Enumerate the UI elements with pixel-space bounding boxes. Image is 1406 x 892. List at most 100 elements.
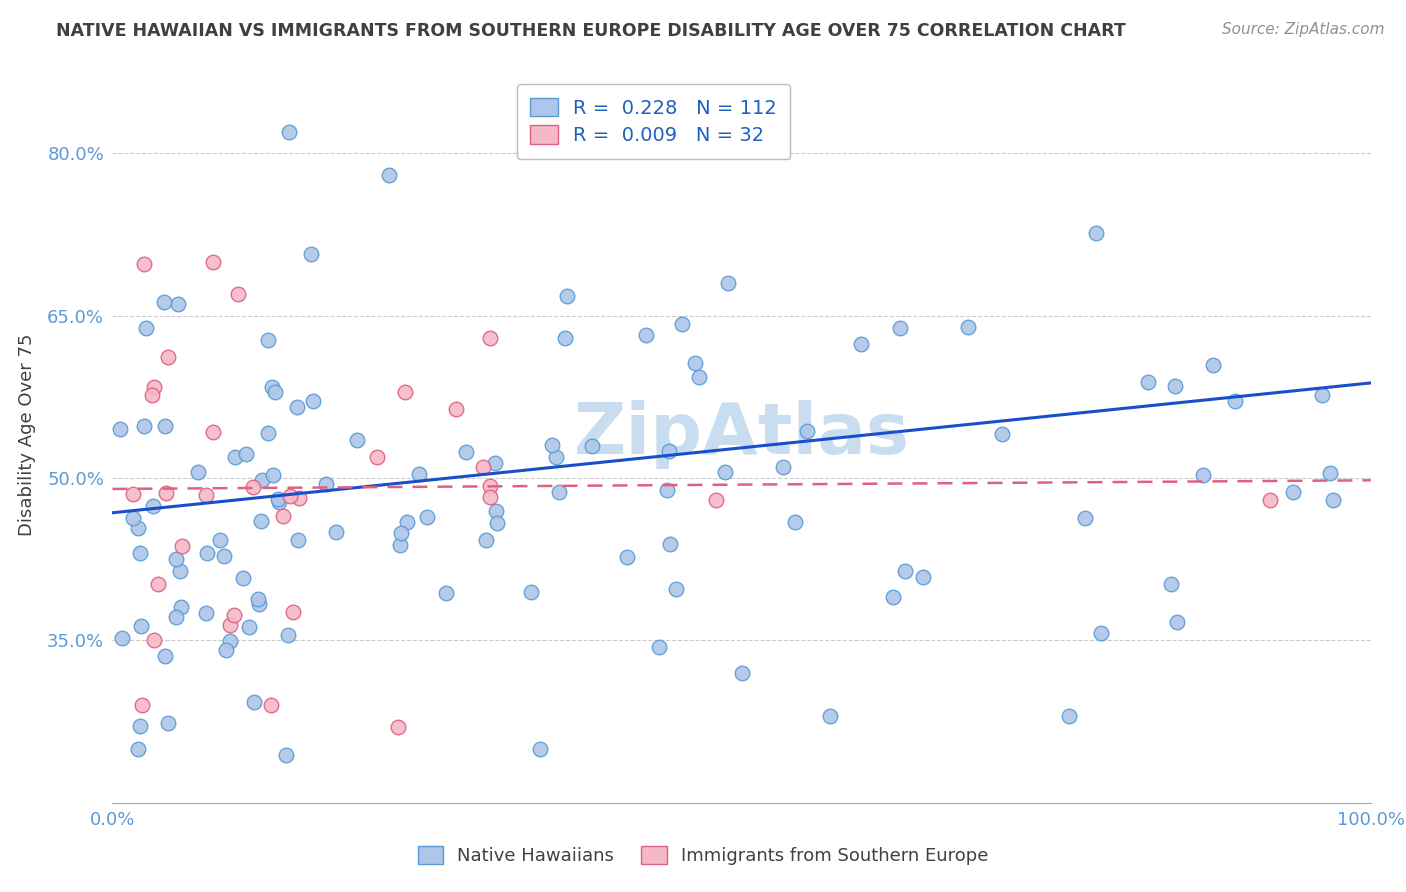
Point xyxy=(893,564,915,578)
Point xyxy=(408,467,430,481)
Point xyxy=(219,617,242,632)
Point xyxy=(1258,492,1281,507)
Point xyxy=(315,477,337,491)
Point xyxy=(142,499,165,513)
Point xyxy=(232,571,254,585)
Point xyxy=(267,495,290,509)
Point xyxy=(195,488,218,502)
Point xyxy=(132,257,155,271)
Point xyxy=(555,289,578,303)
Text: NATIVE HAWAIIAN VS IMMIGRANTS FROM SOUTHERN EUROPE DISABILITY AGE OVER 75 CORREL: NATIVE HAWAIIAN VS IMMIGRANTS FROM SOUTH… xyxy=(56,22,1126,40)
Point xyxy=(143,633,166,648)
Point xyxy=(394,385,416,400)
Point xyxy=(547,485,569,500)
Point xyxy=(262,380,284,394)
Point xyxy=(706,492,728,507)
Point xyxy=(1166,615,1188,629)
Point xyxy=(471,459,494,474)
Point xyxy=(544,450,567,465)
Point xyxy=(142,380,165,394)
Point xyxy=(540,438,562,452)
Point xyxy=(170,599,193,614)
Point xyxy=(146,577,169,591)
Point xyxy=(1136,375,1159,389)
Point xyxy=(325,524,347,539)
Point xyxy=(111,631,134,645)
Point xyxy=(195,606,218,620)
Point xyxy=(165,551,187,566)
Point xyxy=(212,549,235,563)
Point xyxy=(1160,577,1182,591)
Point xyxy=(250,514,273,528)
Point xyxy=(267,491,290,506)
Point xyxy=(195,545,218,559)
Point xyxy=(277,628,299,642)
Point xyxy=(152,294,174,309)
Point xyxy=(108,422,131,436)
Point xyxy=(478,331,502,345)
Point xyxy=(366,450,388,464)
Point xyxy=(648,640,671,654)
Point xyxy=(389,526,412,541)
Point xyxy=(554,331,576,345)
Point xyxy=(157,715,180,730)
Point xyxy=(129,619,152,633)
Point xyxy=(153,648,176,663)
Point xyxy=(247,598,270,612)
Point xyxy=(444,402,467,417)
Point xyxy=(224,450,246,464)
Point xyxy=(664,582,686,596)
Point xyxy=(658,444,681,458)
Point xyxy=(818,709,841,723)
Point xyxy=(616,549,638,564)
Point xyxy=(285,400,308,414)
Point xyxy=(287,533,309,547)
Point xyxy=(1191,467,1213,482)
Point xyxy=(378,168,401,182)
Point xyxy=(153,418,176,433)
Point xyxy=(475,533,498,547)
Point xyxy=(131,698,153,713)
Point xyxy=(215,643,238,657)
Point xyxy=(1073,510,1095,524)
Point xyxy=(485,503,508,517)
Point xyxy=(486,516,509,531)
Point xyxy=(484,457,506,471)
Point xyxy=(281,606,304,620)
Text: Source: ZipAtlas.com: Source: ZipAtlas.com xyxy=(1222,22,1385,37)
Point xyxy=(731,665,754,680)
Point xyxy=(434,585,457,599)
Point xyxy=(166,296,188,310)
Point xyxy=(277,125,299,139)
Point xyxy=(301,393,323,408)
Point xyxy=(717,277,740,291)
Point xyxy=(129,718,152,732)
Point xyxy=(169,564,191,578)
Point xyxy=(157,351,180,365)
Point xyxy=(132,418,155,433)
Point xyxy=(121,486,143,500)
Point xyxy=(209,533,232,547)
Point xyxy=(772,459,794,474)
Point xyxy=(219,633,242,648)
Point xyxy=(882,590,904,604)
Point xyxy=(796,424,818,438)
Point xyxy=(256,426,278,441)
Point xyxy=(129,546,152,560)
Point xyxy=(688,370,710,384)
Point xyxy=(288,491,311,505)
Point xyxy=(520,584,543,599)
Point xyxy=(529,741,551,756)
Point xyxy=(172,540,194,554)
Point xyxy=(278,489,301,503)
Point xyxy=(252,473,274,487)
Point xyxy=(155,486,177,500)
Point xyxy=(655,483,678,498)
Point xyxy=(222,607,245,622)
Point xyxy=(257,334,280,348)
Point xyxy=(388,537,411,551)
Point xyxy=(478,479,501,493)
Point xyxy=(1202,358,1225,372)
Point xyxy=(262,467,284,482)
Point xyxy=(187,465,209,479)
